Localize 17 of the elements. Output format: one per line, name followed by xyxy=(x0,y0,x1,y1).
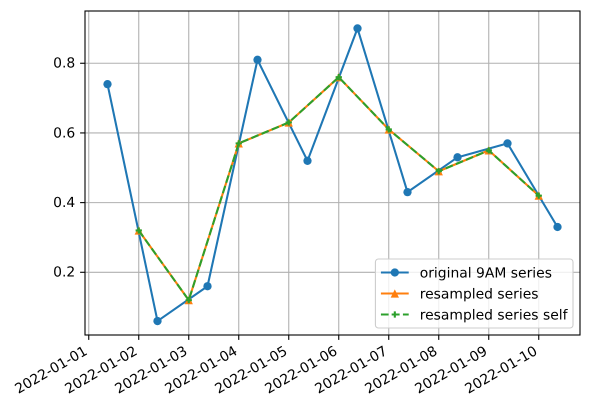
point xyxy=(203,282,212,290)
y-tick-label: 0.6 xyxy=(53,125,76,142)
legend-label: resampled series xyxy=(420,286,539,302)
point xyxy=(503,139,512,148)
y-tick-label: 0.4 xyxy=(53,195,76,212)
legend-label: original 9AM series xyxy=(420,265,552,282)
point xyxy=(403,188,412,196)
y-tick-label: 0.2 xyxy=(53,264,76,281)
point xyxy=(453,153,462,162)
point xyxy=(353,24,362,33)
point xyxy=(553,222,562,232)
legend-label: resampled series self xyxy=(420,307,569,324)
point xyxy=(303,156,312,165)
point xyxy=(253,56,262,64)
point xyxy=(153,316,162,326)
y-tick-label: 0.8 xyxy=(53,56,76,72)
point xyxy=(103,80,112,88)
